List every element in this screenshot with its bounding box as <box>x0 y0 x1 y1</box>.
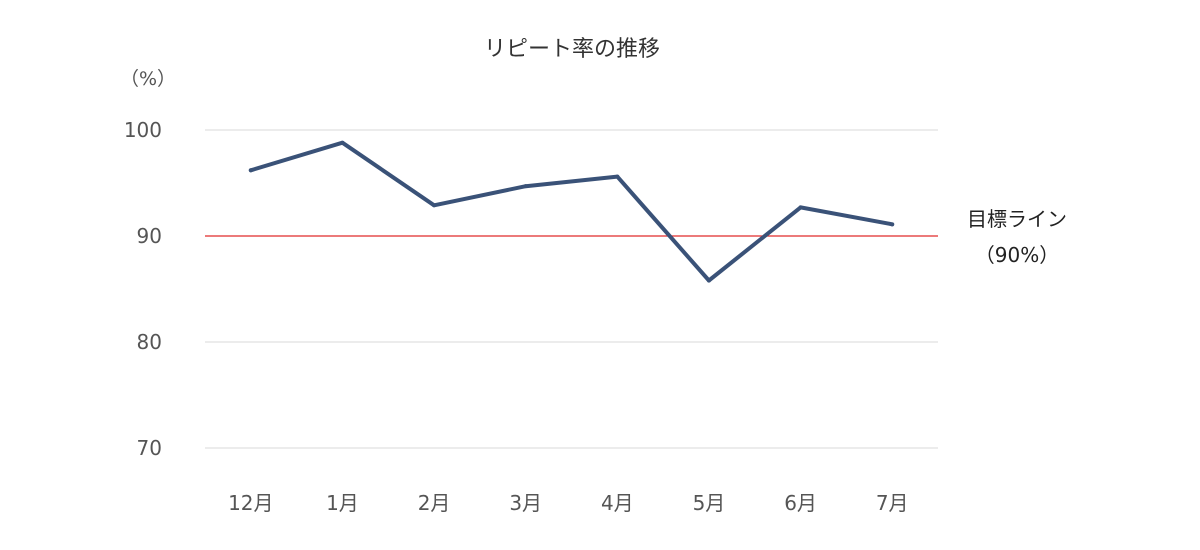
data-point <box>706 278 711 283</box>
data-point <box>798 205 803 210</box>
data-point <box>340 140 345 145</box>
x-tick-label: 4月 <box>601 491 634 515</box>
y-tick-label: 80 <box>137 330 162 354</box>
x-tick-label: 2月 <box>418 491 451 515</box>
x-tick-label: 6月 <box>784 491 817 515</box>
y-tick-label: 100 <box>124 118 162 142</box>
data-point <box>615 174 620 179</box>
series-line-0 <box>248 140 895 283</box>
y-tick-label: 90 <box>137 224 162 248</box>
x-tick-label: 1月 <box>326 491 359 515</box>
chart-title: リピート率の推移 <box>484 37 660 62</box>
data-point <box>523 184 528 189</box>
x-tick-label: 12月 <box>228 491 273 515</box>
data-point <box>248 168 253 173</box>
data-point <box>432 203 437 208</box>
x-tick-label: 5月 <box>693 491 726 515</box>
x-axis-ticks: 12月 1月 2月 3月 4月 5月 6月 7月 <box>228 491 908 515</box>
x-tick-label: 7月 <box>876 491 909 515</box>
x-tick-label: 3月 <box>509 491 542 515</box>
y-axis-ticks: 100 90 80 70 <box>124 118 162 460</box>
series-group <box>248 140 895 283</box>
target-line-label: 目標ライン <box>967 207 1067 231</box>
data-point <box>890 222 895 227</box>
y-tick-label: 70 <box>137 436 162 460</box>
y-axis-unit-label: （%） <box>120 68 176 90</box>
gridlines <box>205 129 938 449</box>
target-line-value-label: （90%） <box>975 243 1059 267</box>
